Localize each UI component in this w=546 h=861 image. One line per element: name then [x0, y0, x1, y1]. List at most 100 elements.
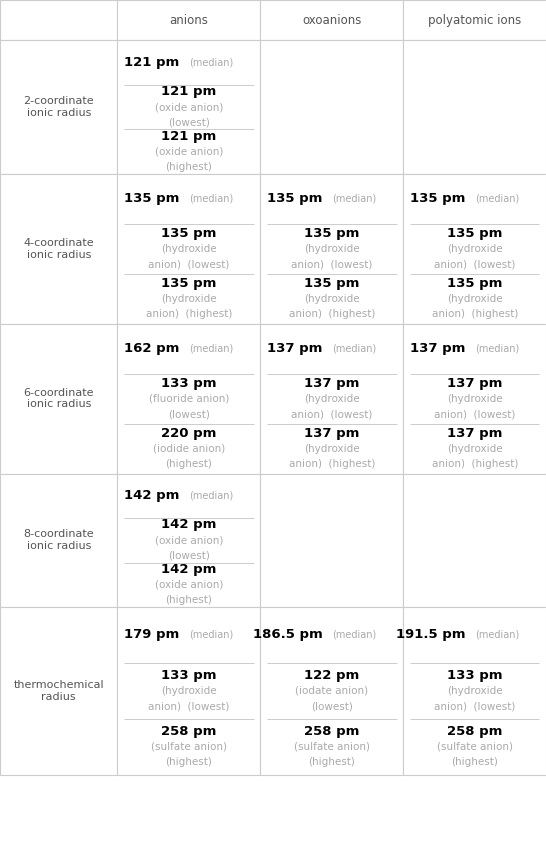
Text: (sulfate anion): (sulfate anion) [437, 742, 513, 752]
Text: oxoanions: oxoanions [302, 14, 361, 27]
Text: 179 pm: 179 pm [124, 629, 189, 641]
Text: (median): (median) [332, 344, 376, 354]
Text: 186.5 pm: 186.5 pm [253, 629, 332, 641]
Text: 135 pm: 135 pm [304, 226, 360, 240]
Text: (hydroxide: (hydroxide [304, 244, 360, 254]
Text: (hydroxide: (hydroxide [447, 294, 502, 304]
Bar [260, 40, 403, 174]
Bar [0, 474, 117, 607]
Bar [260, 474, 403, 607]
Bar [117, 0, 260, 40]
Text: 135 pm: 135 pm [124, 192, 189, 206]
Text: polyatomic ions: polyatomic ions [428, 14, 521, 27]
Text: anion)  (lowest): anion) (lowest) [291, 409, 373, 419]
Text: (lowest): (lowest) [168, 551, 210, 561]
Text: anion)  (highest): anion) (highest) [289, 459, 375, 469]
Text: 220 pm: 220 pm [161, 426, 217, 440]
Bar [403, 607, 546, 775]
Text: 135 pm: 135 pm [304, 276, 360, 290]
Text: 121 pm: 121 pm [161, 130, 217, 143]
Text: 135 pm: 135 pm [161, 276, 217, 290]
Text: 137 pm: 137 pm [410, 342, 474, 356]
Text: (median): (median) [474, 630, 519, 640]
Text: (median): (median) [332, 630, 376, 640]
Text: (highest): (highest) [308, 758, 355, 767]
Text: 137 pm: 137 pm [447, 376, 502, 390]
Text: (hydroxide: (hydroxide [161, 294, 217, 304]
Bar [0, 40, 117, 174]
Bar [117, 607, 260, 775]
Text: (highest): (highest) [165, 595, 212, 605]
Text: 258 pm: 258 pm [161, 725, 217, 738]
Text: (oxide anion): (oxide anion) [155, 579, 223, 590]
Text: 121 pm: 121 pm [161, 85, 217, 98]
Bar [403, 474, 546, 607]
Bar [0, 174, 117, 324]
Text: 142 pm: 142 pm [161, 563, 217, 576]
Bar [260, 607, 403, 775]
Text: 4-coordinate
ionic radius: 4-coordinate ionic radius [23, 238, 94, 260]
Text: 142 pm: 142 pm [161, 518, 217, 531]
Text: (median): (median) [474, 194, 519, 204]
Text: (median): (median) [189, 344, 233, 354]
Text: 133 pm: 133 pm [161, 376, 217, 390]
Text: (iodate anion): (iodate anion) [295, 686, 369, 696]
Text: 142 pm: 142 pm [124, 489, 189, 502]
Text: 162 pm: 162 pm [124, 342, 189, 356]
Text: 135 pm: 135 pm [410, 192, 474, 206]
Bar [117, 324, 260, 474]
Text: 122 pm: 122 pm [304, 669, 360, 682]
Text: anion)  (highest): anion) (highest) [289, 309, 375, 319]
Text: (median): (median) [474, 344, 519, 354]
Text: anion)  (lowest): anion) (lowest) [434, 259, 515, 269]
Text: anion)  (highest): anion) (highest) [146, 309, 232, 319]
Bar [403, 40, 546, 174]
Text: (iodide anion): (iodide anion) [153, 443, 225, 454]
Text: 137 pm: 137 pm [304, 376, 360, 390]
Bar [0, 0, 117, 40]
Text: (sulfate anion): (sulfate anion) [294, 742, 370, 752]
Bar [117, 40, 260, 174]
Text: (median): (median) [189, 58, 233, 68]
Text: (sulfate anion): (sulfate anion) [151, 742, 227, 752]
Bar [117, 474, 260, 607]
Text: 137 pm: 137 pm [304, 426, 360, 440]
Text: anion)  (highest): anion) (highest) [431, 459, 518, 469]
Text: (hydroxide: (hydroxide [447, 443, 502, 454]
Text: (oxide anion): (oxide anion) [155, 146, 223, 157]
Text: 258 pm: 258 pm [447, 725, 502, 738]
Text: 133 pm: 133 pm [447, 669, 502, 682]
Text: 191.5 pm: 191.5 pm [396, 629, 474, 641]
Text: (lowest): (lowest) [311, 702, 353, 711]
Text: (highest): (highest) [165, 758, 212, 767]
Text: anion)  (lowest): anion) (lowest) [148, 259, 230, 269]
Text: (hydroxide: (hydroxide [161, 244, 217, 254]
Text: (highest): (highest) [452, 758, 498, 767]
Text: (hydroxide: (hydroxide [304, 443, 360, 454]
Text: 135 pm: 135 pm [268, 192, 332, 206]
Bar [260, 0, 403, 40]
Bar [0, 607, 117, 775]
Text: anion)  (lowest): anion) (lowest) [434, 702, 515, 711]
Text: anion)  (lowest): anion) (lowest) [148, 702, 230, 711]
Text: anions: anions [169, 14, 209, 27]
Text: (hydroxide: (hydroxide [447, 686, 502, 696]
Bar [403, 324, 546, 474]
Text: 137 pm: 137 pm [447, 426, 502, 440]
Text: (median): (median) [332, 194, 376, 204]
Text: anion)  (lowest): anion) (lowest) [434, 409, 515, 419]
Text: (hydroxide: (hydroxide [447, 393, 502, 404]
Text: (median): (median) [189, 491, 233, 501]
Text: (hydroxide: (hydroxide [304, 393, 360, 404]
Text: 135 pm: 135 pm [447, 276, 502, 290]
Text: (highest): (highest) [165, 162, 212, 172]
Bar [260, 324, 403, 474]
Text: (fluoride anion): (fluoride anion) [149, 393, 229, 404]
Text: (hydroxide: (hydroxide [161, 686, 217, 696]
Bar [260, 174, 403, 324]
Text: 121 pm: 121 pm [124, 56, 189, 69]
Text: (oxide anion): (oxide anion) [155, 536, 223, 545]
Text: thermochemical
radius: thermochemical radius [14, 680, 104, 702]
Text: 258 pm: 258 pm [304, 725, 360, 738]
Text: 6-coordinate
ionic radius: 6-coordinate ionic radius [23, 387, 94, 410]
